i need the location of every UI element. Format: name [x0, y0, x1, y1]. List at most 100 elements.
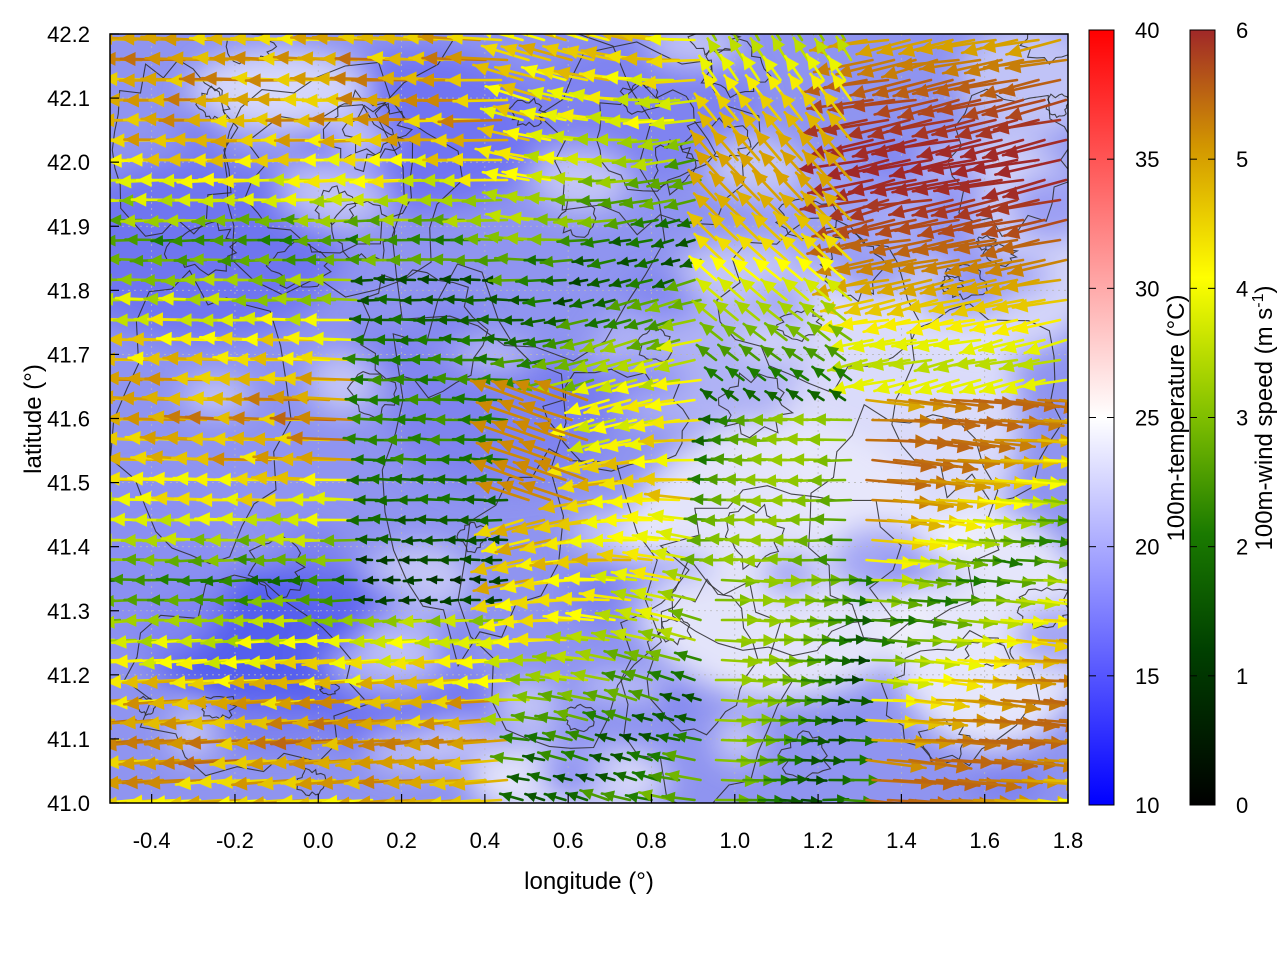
wind-arrow-head [119, 34, 135, 46]
wind-arrow [566, 438, 610, 454]
wind-arrow [792, 36, 810, 62]
wind-arrow-head [205, 292, 220, 306]
wind-arrow [961, 278, 1019, 295]
wind-arrow [725, 365, 745, 382]
wind-arrow-head [218, 313, 233, 328]
wind-arrow [595, 378, 638, 394]
wind-arrow-head [807, 243, 824, 258]
wind-arrow-head [899, 43, 916, 57]
wind-arrow-head [452, 254, 465, 267]
wind-arrow-head [580, 340, 596, 353]
wind-arrow-head [240, 311, 256, 326]
wind-arrow-head [413, 413, 426, 425]
wind-arrow-head [249, 274, 263, 287]
wind-arrow-head [453, 93, 469, 108]
wind-arrow-head [367, 354, 379, 366]
wind-arrow [512, 419, 567, 442]
wind-arrow [501, 167, 552, 182]
wind-arrow-head [340, 153, 356, 168]
wind-arrow-head [801, 191, 817, 208]
wind-arrow-head [612, 155, 627, 169]
wind-arrow [751, 169, 782, 202]
wind-arrow-head [810, 73, 825, 90]
wind-arrow-head [199, 194, 214, 208]
contour-line [700, 38, 772, 99]
wind-arrow-head [689, 256, 706, 272]
wind-arrow-head [655, 359, 670, 373]
wind-arrow-head [761, 279, 777, 294]
wind-arrow [824, 277, 853, 302]
wind-arrow-head [823, 234, 839, 250]
wind-arrow-head [460, 274, 472, 285]
wind-arrow-head [284, 331, 300, 346]
wind-arrow-head [393, 414, 406, 426]
wind-arrow-head [374, 194, 389, 208]
wind-arrow-head [110, 352, 115, 367]
wind-arrow-head [886, 122, 903, 136]
wind-arrow [848, 338, 896, 353]
wind-arrow [508, 34, 546, 42]
wind-arrow-head [572, 255, 584, 266]
wind-arrow-head [806, 113, 822, 129]
wind-arrow-head [821, 301, 837, 315]
wind-arrow-head [291, 34, 307, 46]
wind-arrow-head [982, 224, 999, 238]
wind-arrow [490, 356, 524, 369]
wind-arrow-head [700, 323, 715, 336]
wind-arrow-head [917, 41, 934, 55]
wind-arrow-head [121, 214, 136, 228]
wind-arrow-shaft [110, 438, 116, 442]
wind-arrow [879, 317, 933, 332]
wind-arrow-head [609, 277, 622, 288]
wind-arrow-head [965, 63, 981, 77]
wind-arrow-head [215, 372, 230, 387]
wind-arrow-head [775, 257, 792, 273]
wind-arrow-head [609, 236, 621, 247]
wind-arrow [928, 298, 982, 315]
wind-arrow-head [552, 194, 565, 207]
wind-arrow-head [712, 130, 728, 147]
wind-arrow [734, 299, 761, 322]
wind-arrow-head [270, 173, 284, 187]
wind-arrow [668, 298, 702, 311]
wind-arrow-head [549, 130, 565, 144]
wind-arrow-head [645, 319, 659, 331]
wind-arrow-shaft [110, 638, 116, 642]
wind-arrow-head [318, 234, 331, 247]
wind-arrow-head [638, 138, 654, 151]
wind-arrow [754, 129, 782, 162]
wind-arrow-head [748, 367, 761, 379]
wind-arrow-head [443, 214, 458, 228]
wind-arrow-head [818, 319, 835, 334]
wind-arrow [622, 398, 675, 413]
wind-arrow-shaft [110, 198, 116, 202]
wind-arrow-head [254, 92, 270, 107]
wind-arrow-head [365, 152, 380, 167]
wind-arrow-head [585, 439, 602, 454]
wind-arrow-head [731, 213, 747, 229]
wind-arrow [818, 130, 847, 162]
wind-arrow [692, 192, 724, 222]
wind-arrow-head [769, 367, 783, 379]
wind-arrow [317, 234, 352, 247]
wind-arrow-head [66, 635, 81, 649]
wind-arrow-head [1071, 577, 1085, 590]
wind-arrow-head [1071, 697, 1086, 711]
wind-arrow-head [254, 294, 268, 307]
wind-arrow [449, 354, 481, 366]
wind-arrow-head [882, 66, 899, 80]
wind-arrow-head [406, 393, 419, 406]
wind-arrow-head [551, 34, 557, 38]
wind-arrow-head [149, 254, 162, 267]
wind-arrow-head [250, 432, 266, 447]
wind-arrow [555, 318, 589, 330]
wind-arrow-head [244, 391, 260, 406]
wind-arrow-head [905, 299, 922, 314]
wind-arrow-head [87, 452, 102, 466]
wind-arrow [876, 258, 939, 274]
wind-arrow-head [813, 283, 830, 298]
wind-arrow-head [185, 113, 200, 128]
wind-arrow-head [680, 258, 693, 269]
wind-arrow [526, 233, 567, 246]
wind-arrow [399, 295, 423, 306]
